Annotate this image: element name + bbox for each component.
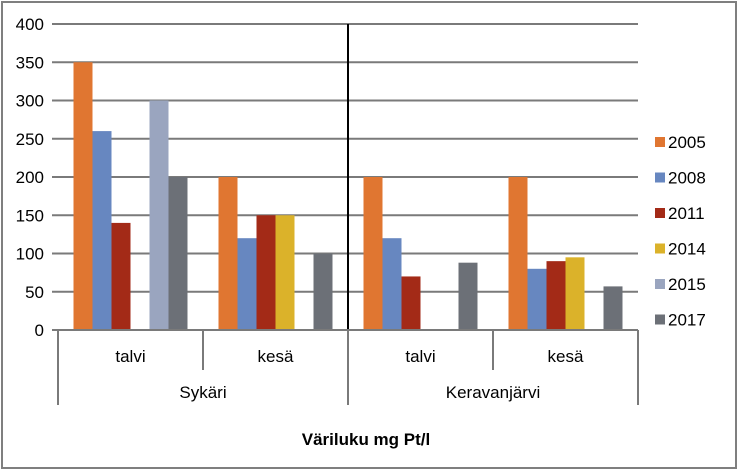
legend-label: 2008 [668,169,706,188]
legend-label: 2014 [668,240,706,259]
legend-label: 2011 [668,204,705,223]
bar-2017 [603,286,623,330]
category-label: kesä [548,347,584,366]
bar-2011 [111,222,131,330]
category-label: talvi [405,347,435,366]
legend-label: 2015 [668,275,706,294]
legend-swatch-2015 [655,279,665,289]
group-label: Sykäri [179,383,226,402]
y-tick-label: 0 [35,321,44,340]
y-tick-label: 350 [16,53,44,72]
bar-2008 [92,131,112,330]
bar-2011 [256,215,276,330]
bar-2014 [565,257,585,330]
y-tick-label: 250 [16,130,44,149]
bar-2005 [363,177,383,330]
group-label: Keravanjärvi [446,383,541,402]
y-tick-label: 50 [25,283,44,302]
bar-2011 [401,276,421,330]
bar-2015 [149,100,169,330]
y-tick-label: 150 [16,206,44,225]
category-label: kesä [258,347,294,366]
bar-2017 [168,177,188,330]
bar-2005 [218,177,238,330]
legend-label: 2005 [668,133,706,152]
bar-2005 [73,62,93,330]
legend-swatch-2005 [655,137,665,147]
y-tick-label: 100 [16,245,44,264]
y-tick-label: 400 [16,15,44,34]
legend-swatch-2011 [655,208,665,218]
legend-swatch-2008 [655,172,665,183]
legend-label: 2017 [668,311,706,330]
x-axis-title: Väriluku mg Pt/l [302,430,430,449]
bar-2017 [313,253,333,330]
legend-swatch-2017 [655,314,665,325]
bar-2005 [508,177,528,330]
bar-2011 [546,261,566,330]
bar-2014 [275,215,295,330]
legend-swatch-2014 [655,243,665,254]
bar-2008 [237,238,257,330]
y-tick-label: 300 [16,92,44,111]
category-label: talvi [115,347,145,366]
bar-2008 [527,268,547,330]
y-tick-label: 200 [16,168,44,187]
bar-2008 [382,238,402,330]
bar-2017 [458,262,478,330]
